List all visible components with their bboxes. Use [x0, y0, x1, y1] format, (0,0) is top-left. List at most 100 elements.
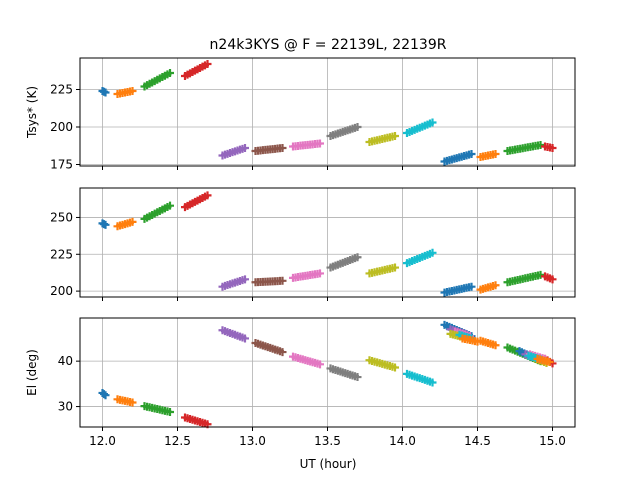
- data-series-segment: [403, 118, 437, 137]
- data-series-segment: [181, 191, 212, 212]
- data-series-segment: [326, 123, 362, 140]
- y-tick-label: 200: [50, 120, 73, 134]
- data-series-segment: [326, 364, 362, 382]
- panel-tsys-left: 175 200 225 Tsys* (K): [25, 57, 576, 172]
- data-series-segment: [218, 275, 249, 291]
- data-point: [467, 282, 476, 291]
- data-series-segment: [365, 263, 399, 278]
- data-series-segment: [440, 282, 476, 297]
- data-point: [473, 337, 482, 346]
- data-series-segment: [476, 281, 500, 294]
- data-point: [128, 87, 137, 95]
- data-series-segment: [98, 219, 110, 229]
- data-point: [548, 275, 557, 284]
- data-point: [241, 275, 249, 284]
- data-point: [100, 390, 108, 399]
- data-point: [203, 191, 212, 200]
- data-point: [166, 201, 174, 210]
- data-point: [428, 378, 437, 387]
- data-series-segment: [218, 144, 249, 160]
- data-series-segment: [181, 60, 212, 80]
- y-tick-label: 225: [50, 83, 73, 97]
- data-series-segment: [289, 352, 324, 369]
- x-tick-label: 14.5: [464, 434, 491, 448]
- data-point: [467, 150, 476, 158]
- data-series-segment: [403, 248, 437, 268]
- y-tick-label: 250: [50, 210, 73, 224]
- data-point: [536, 141, 545, 149]
- x-tick-label: 14.0: [389, 434, 416, 448]
- data-series-segment: [98, 87, 110, 97]
- data-point: [241, 334, 249, 343]
- y-axis-label: Tsys* (K): [25, 86, 39, 139]
- y-axis-label: El (deg): [25, 349, 39, 396]
- y-tick-label: 30: [58, 400, 73, 414]
- data-series-segment: [503, 270, 545, 287]
- data-point: [166, 69, 174, 77]
- data-point: [203, 60, 212, 68]
- data-point: [278, 144, 287, 152]
- data-series-segment: [440, 150, 476, 166]
- data-point: [353, 253, 362, 262]
- data-series-segment: [403, 369, 437, 387]
- data-series-segment: [365, 356, 399, 372]
- data-series-segment: [140, 69, 174, 91]
- data-point: [316, 360, 324, 369]
- x-tick-label: 13.5: [314, 434, 341, 448]
- data-point: [101, 391, 110, 400]
- data-point: [391, 363, 399, 372]
- data-point: [391, 132, 399, 140]
- data-series-segment: [541, 142, 557, 152]
- data-series-segment: [140, 201, 174, 223]
- data-series-segment: [113, 217, 137, 231]
- data-point: [428, 248, 437, 257]
- data-point: [316, 269, 324, 278]
- data-series-segment: [503, 141, 545, 155]
- y-tick-label: 40: [58, 354, 73, 368]
- data-point: [491, 150, 500, 158]
- data-series-segment: [533, 354, 554, 367]
- x-axis-label: UT (hour): [300, 457, 357, 471]
- data-series-segment: [289, 269, 324, 282]
- data-point: [278, 276, 287, 285]
- data-point: [536, 270, 545, 279]
- data-series-segment: [218, 326, 249, 343]
- data-point: [278, 348, 287, 357]
- data-point: [548, 144, 557, 152]
- data-point: [128, 398, 137, 407]
- data-point: [241, 144, 249, 152]
- data-point: [316, 139, 324, 148]
- x-tick-label: 12.5: [164, 434, 191, 448]
- data-point: [545, 358, 554, 367]
- data-point: [101, 220, 110, 229]
- data-point: [353, 123, 362, 131]
- x-tick-label: 12.0: [89, 434, 116, 448]
- x-tick-label: 15.0: [539, 434, 566, 448]
- data-series-segment: [541, 272, 557, 284]
- panel-tsys-right: 200 225 250: [50, 187, 576, 301]
- data-point: [128, 217, 137, 226]
- y-tick-label: 225: [50, 247, 73, 261]
- data-series-segment: [251, 276, 287, 287]
- y-tick-label: 200: [50, 284, 73, 298]
- data-series-segment: [113, 395, 137, 407]
- y-tick-label: 175: [50, 158, 73, 172]
- data-point: [101, 88, 110, 97]
- data-series-segment: [326, 253, 362, 272]
- data-point: [353, 373, 362, 382]
- data-series-segment: [251, 144, 287, 155]
- data-series-segment: [140, 402, 174, 417]
- data-series-segment: [289, 139, 324, 151]
- data-point: [491, 281, 500, 290]
- data-series-segment: [365, 132, 399, 146]
- data-point: [491, 341, 500, 350]
- data-series-segment: [113, 87, 137, 98]
- panel-elevation: 12.0 12.5 13.0 13.5 14.0 14.5 15.0 30 40 El (deg): [25, 317, 576, 448]
- data-series-segment: [458, 334, 482, 346]
- x-tick-label: 13.0: [239, 434, 266, 448]
- chart-title: n24k3KYS @ F = 22139L, 22139R: [210, 37, 447, 53]
- data-point: [166, 408, 174, 417]
- data-point: [428, 118, 437, 127]
